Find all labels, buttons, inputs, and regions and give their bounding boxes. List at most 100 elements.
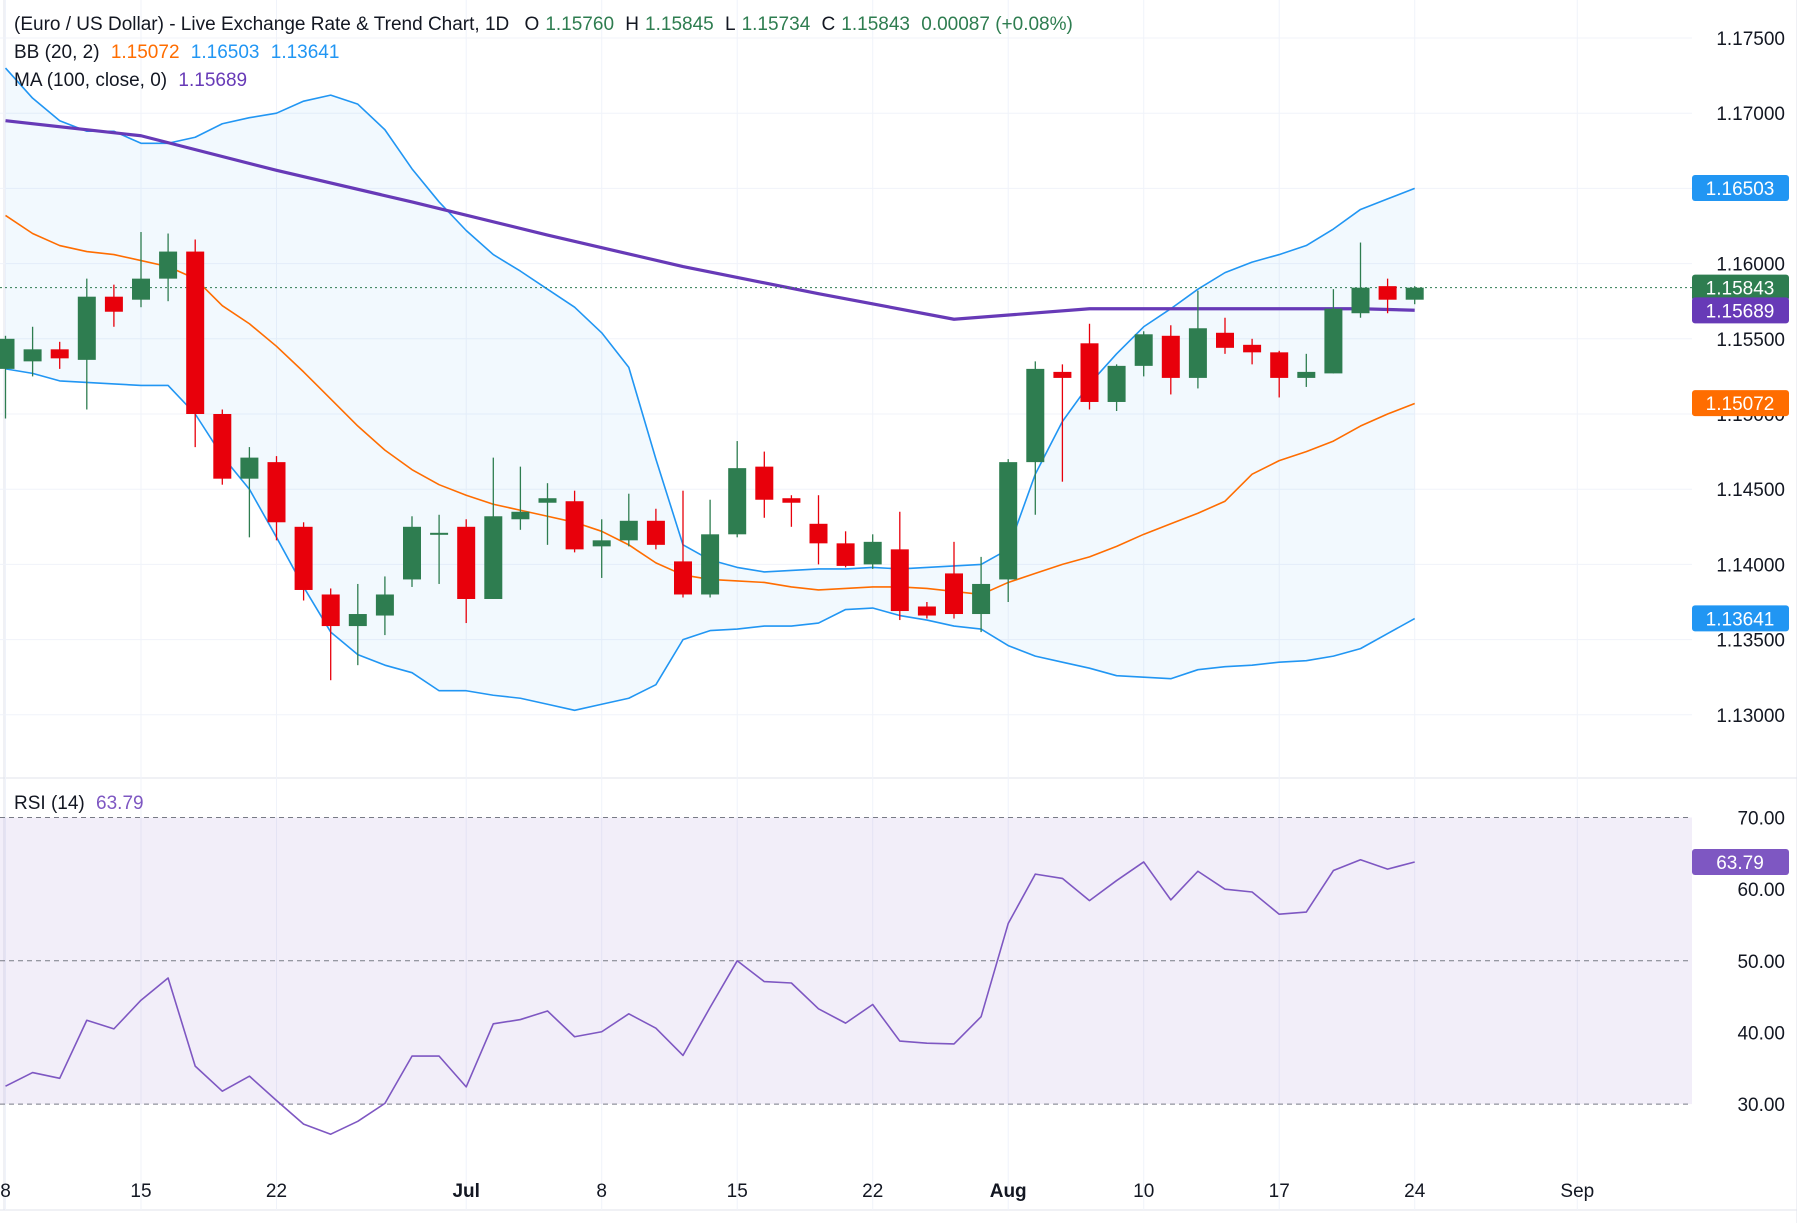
badge-text: 1.16503 bbox=[1706, 179, 1775, 200]
candle-down bbox=[1378, 278, 1397, 314]
price-tick-label: 1.13500 bbox=[1716, 631, 1785, 652]
candle-body bbox=[321, 594, 340, 627]
time-tick-label: Jul bbox=[452, 1181, 479, 1202]
candle-down bbox=[836, 531, 855, 568]
candle-down bbox=[186, 239, 205, 448]
ohlc-close: C 1.15843 bbox=[821, 14, 910, 35]
candle-up bbox=[701, 499, 720, 598]
candle-up bbox=[430, 514, 449, 584]
ma-label: MA (100, close, 0) bbox=[14, 70, 168, 91]
time-tick-label: 22 bbox=[862, 1181, 883, 1202]
candle-body bbox=[1405, 287, 1424, 300]
badge-text: 63.79 bbox=[1716, 853, 1764, 874]
bollinger-band-fill bbox=[5, 68, 1415, 711]
candle-body bbox=[565, 501, 584, 550]
candle-body bbox=[294, 526, 313, 590]
bb-lower-line bbox=[5, 368, 1416, 712]
candle-down bbox=[674, 490, 692, 598]
ma100-line bbox=[5, 119, 1415, 321]
rsi-tick-label: 30.00 bbox=[1737, 1095, 1785, 1116]
candle-body bbox=[945, 573, 963, 615]
candle-body bbox=[1026, 368, 1045, 463]
candle-body bbox=[240, 457, 259, 479]
candle-down bbox=[945, 541, 963, 619]
badge-bg bbox=[1692, 297, 1789, 324]
candle-down bbox=[213, 409, 232, 485]
bb-upper-badge: 1.16503 bbox=[1692, 174, 1789, 201]
rsi-tick-label: 70.00 bbox=[1737, 809, 1785, 830]
time-tick-label: Sep bbox=[1560, 1181, 1594, 1202]
time-tick-label: 10 bbox=[1133, 1181, 1154, 1202]
candle-up bbox=[484, 457, 503, 599]
bb-lower-value: 1.13641 bbox=[270, 42, 340, 63]
candle-body bbox=[1080, 343, 1099, 402]
candle-body bbox=[809, 523, 828, 544]
candle-body bbox=[972, 583, 991, 615]
candle-body bbox=[457, 526, 476, 599]
ma-value: 1.15689 bbox=[178, 70, 248, 91]
candle-up bbox=[592, 519, 611, 578]
candle-up bbox=[619, 493, 638, 547]
candle-body bbox=[1134, 334, 1153, 366]
candle-up bbox=[23, 326, 42, 377]
badge-bg bbox=[1692, 605, 1789, 632]
badge-text: 1.13641 bbox=[1706, 609, 1775, 630]
candle-body bbox=[403, 526, 421, 580]
candle-body bbox=[348, 614, 367, 627]
candle-down bbox=[782, 495, 801, 527]
rsi-pane bbox=[0, 817, 1692, 1135]
rsi-legend: RSI (14) 63.79 bbox=[14, 793, 150, 815]
candle-body bbox=[674, 561, 692, 595]
time-tick-label: 8 bbox=[0, 1181, 11, 1202]
candle-body bbox=[1378, 286, 1397, 300]
candle-body bbox=[213, 414, 232, 479]
candle-up bbox=[1188, 290, 1207, 389]
candle-body bbox=[159, 251, 178, 279]
candle-body bbox=[1324, 308, 1343, 374]
rsi-value: 63.79 bbox=[96, 793, 144, 814]
candle-body bbox=[186, 251, 205, 414]
candle-down bbox=[646, 508, 665, 550]
candle-up bbox=[348, 583, 367, 666]
bb-label: BB (20, 2) bbox=[14, 42, 100, 63]
candle-body bbox=[1216, 332, 1234, 348]
candle-body bbox=[755, 466, 774, 500]
candle-up bbox=[403, 516, 421, 587]
candle-down bbox=[50, 341, 69, 369]
rsi-tick-label: 40.00 bbox=[1737, 1023, 1785, 1044]
time-tick-label: 17 bbox=[1269, 1181, 1290, 1202]
candle-up bbox=[77, 278, 96, 410]
badge-text: 1.15843 bbox=[1706, 279, 1775, 300]
last-price-badge: 1.15843 bbox=[1692, 274, 1789, 301]
candle-down bbox=[1080, 323, 1099, 410]
ohlc-low: L 1.15734 bbox=[725, 14, 811, 35]
price-tick-label: 1.17000 bbox=[1716, 104, 1785, 125]
candle-body bbox=[1053, 371, 1072, 378]
price-tick-label: 1.15500 bbox=[1716, 330, 1785, 351]
candle-down bbox=[755, 451, 774, 518]
ma-legend: MA (100, close, 0) 1.15689 bbox=[14, 70, 253, 92]
candle-body bbox=[863, 541, 882, 565]
candle-body bbox=[430, 532, 449, 535]
candle-body bbox=[538, 498, 557, 503]
candle-body bbox=[77, 296, 96, 360]
candle-up bbox=[1297, 353, 1316, 387]
badge-bg bbox=[1692, 848, 1789, 875]
candle-body bbox=[511, 511, 530, 520]
candle-body bbox=[1351, 287, 1370, 314]
chart-title: (Euro / US Dollar) - Live Exchange Rate … bbox=[14, 14, 510, 35]
candle-body bbox=[1297, 371, 1316, 378]
candle-body bbox=[836, 543, 855, 566]
time-tick-label: 22 bbox=[266, 1181, 287, 1202]
candle-body bbox=[1270, 352, 1289, 378]
candle-down bbox=[1243, 338, 1262, 365]
candle-down bbox=[1216, 317, 1234, 354]
candle-up bbox=[511, 466, 530, 530]
candle-body bbox=[0, 338, 15, 369]
ohlc-high: H 1.15845 bbox=[625, 14, 714, 35]
candle-body bbox=[23, 349, 42, 362]
ma-badge: 1.15689 bbox=[1692, 297, 1789, 324]
candle-body bbox=[1188, 328, 1207, 378]
